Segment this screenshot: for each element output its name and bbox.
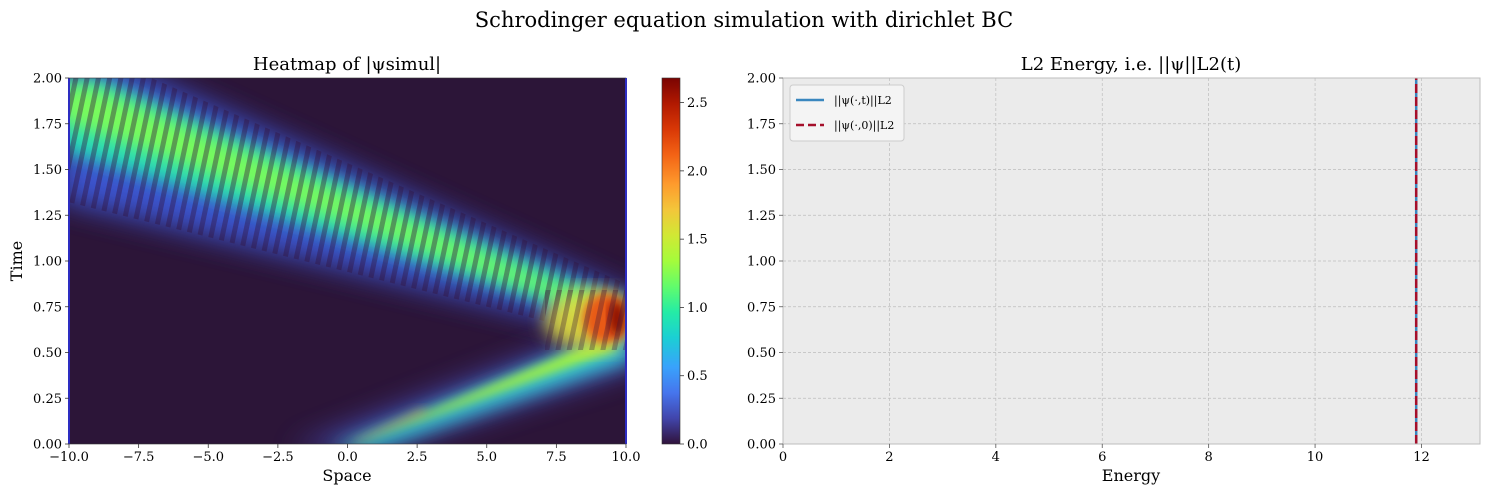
incident-packet-core (352, 340, 615, 444)
energy-x-tick-label: 8 (1205, 450, 1213, 465)
reflected-fringes (69, 78, 626, 342)
heatmap-x-tick-label: −2.5 (262, 450, 294, 465)
heatmap-x-ticks: −10.0 −7.5 −5.0 −2.5 0.0 2.5 5.0 7.5 10.0 (49, 444, 640, 465)
heatmap-y-tick-label: 1.50 (33, 163, 62, 178)
heatmap-x-tick-label: 5.0 (476, 450, 497, 465)
heatmap-title: Heatmap of |ψsimul| (253, 54, 441, 75)
legend-label-initial: ||ψ(·,0)||L2 (834, 119, 894, 133)
energy-y-tick-label: 0.00 (747, 438, 776, 453)
heatmap-image (69, 78, 626, 444)
legend-label-energy: ||ψ(·,t)||L2 (834, 94, 892, 108)
heatmap-x-tick-label: −5.0 (192, 450, 224, 465)
energy-x-tick-label: 6 (1098, 450, 1106, 465)
energy-y-ticks: 0.00 0.25 0.50 0.75 1.00 1.25 1.50 1.75 2.00 (747, 72, 783, 453)
colorbar-tick-label: 1.0 (687, 301, 708, 316)
heatmap-y-tick-label: 1.75 (33, 117, 62, 132)
colorbar-gradient (661, 77, 681, 445)
energy-y-tick-label: 1.75 (747, 117, 776, 132)
energy-y-tick-label: 2.00 (747, 72, 776, 87)
colorbar: 0.0 0.5 1.0 1.5 2.0 2.5 (661, 77, 708, 453)
heatmap-x-tick-label: −7.5 (123, 450, 155, 465)
energy-title-main: L2 Energy, i.e. ||ψ||L2(t) (1021, 54, 1242, 75)
heatmap-x-tick-label: 7.5 (546, 450, 567, 465)
colorbar-tick-label: 2.0 (687, 164, 708, 179)
colorbar-tick-label: 1.5 (687, 233, 708, 248)
heatmap-x-tick-label: 2.5 (407, 450, 428, 465)
colorbar-tick-label: 2.5 (687, 96, 708, 111)
heatmap-x-label: Space (322, 466, 371, 485)
heatmap-y-ticks: 0.00 0.25 0.50 0.75 1.00 1.25 1.50 1.75 2.00 (33, 72, 69, 453)
incident-packet-orange (347, 410, 430, 444)
energy-x-tick-label: 10 (1307, 450, 1324, 465)
heatmap-y-tick-label: 2.00 (33, 72, 62, 87)
energy-panel: L2 Energy, i.e. ||ψ||L2(t) 0 2 4 6 8 10 12 0.0… (747, 54, 1481, 485)
energy-x-tick-label: 2 (885, 450, 893, 465)
colorbar-ticks: 0.0 0.5 1.0 1.5 2.0 2.5 (680, 96, 708, 453)
heatmap-y-tick-label: 0.50 (33, 346, 62, 361)
energy-x-tick-label: 0 (779, 450, 787, 465)
incident-packet-halo (305, 323, 626, 444)
energy-y-tick-label: 0.25 (747, 392, 776, 407)
energy-y-tick-label: 0.75 (747, 300, 776, 315)
heatmap-y-tick-label: 0.00 (33, 438, 62, 453)
heatmap-x-tick-label: −10.0 (49, 450, 89, 465)
heatmap-y-tick-label: 0.25 (33, 392, 62, 407)
energy-title: L2 Energy, i.e. ||ψ||L2(t) (1021, 54, 1242, 75)
heatmap-y-tick-label: 1.00 (33, 255, 62, 270)
heatmap-y-label: Time (7, 241, 26, 281)
heatmap-x-tick-label: 0.0 (337, 450, 358, 465)
energy-y-tick-label: 1.00 (747, 255, 776, 270)
heatmap-title-main: Heatmap of |ψsimul| (253, 54, 441, 75)
colorbar-tick-label: 0.0 (687, 438, 708, 453)
figure-title: Schrodinger equation simulation with dir… (475, 8, 1013, 32)
energy-legend: ||ψ(·,t)||L2 ||ψ(·,0)||L2 (789, 84, 905, 142)
energy-x-tick-label: 4 (992, 450, 1000, 465)
energy-x-label: Energy (1102, 466, 1160, 485)
energy-y-tick-label: 1.25 (747, 209, 776, 224)
hotspot-fringes (545, 290, 625, 350)
heatmap-x-tick-label: 10.0 (612, 450, 641, 465)
energy-x-tick-label: 12 (1413, 450, 1430, 465)
colorbar-tick-label: 0.5 (687, 369, 708, 384)
energy-y-tick-label: 1.50 (747, 163, 776, 178)
energy-y-tick-label: 0.50 (747, 346, 776, 361)
energy-x-ticks: 0 2 4 6 8 10 12 (779, 444, 1430, 465)
heatmap-y-tick-label: 0.75 (33, 300, 62, 315)
heatmap-y-tick-label: 1.25 (33, 209, 62, 224)
heatmap-panel: Heatmap of |ψsimul| −10.0 −7.5 −5.0 −2.5 0.0… (7, 54, 640, 485)
